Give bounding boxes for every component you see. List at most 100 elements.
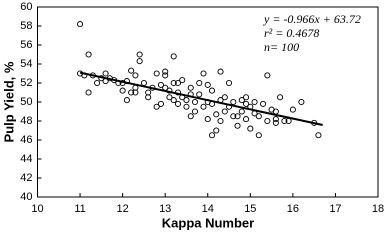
point [179,77,186,84]
x-tick-label: 10 [31,203,43,215]
point [102,70,109,77]
point [255,132,262,139]
point [200,103,207,110]
point [157,100,164,107]
y-axis-label: Pulp Yield, % [1,61,16,142]
y-tick-label: 60 [20,1,32,13]
x-axis-label: Kappa Number [162,215,254,230]
point [260,100,267,107]
point [264,117,271,125]
point [153,70,160,77]
point [208,132,216,139]
point [166,94,173,101]
point [217,117,224,125]
point [170,53,177,60]
point [221,108,228,115]
point [204,81,211,88]
point [255,113,262,120]
x-tick-label: 12 [117,203,129,215]
y-tick-label: 40 [20,191,32,203]
point [225,79,233,87]
point [230,98,237,106]
point [136,58,143,65]
y-tick-label: 42 [20,172,32,184]
point [85,89,92,96]
point [230,113,237,120]
point [251,98,258,106]
point [157,81,164,88]
point [213,127,220,134]
point [264,72,271,79]
y-tick-label: 52 [20,77,32,89]
point [170,79,177,87]
y-tick-label: 44 [20,153,32,165]
point [272,119,279,126]
point [238,108,245,115]
annotation: r² = 0.4678 [264,26,319,40]
point [145,89,152,96]
x-tick-label: 15 [244,203,256,215]
point [243,94,250,101]
x-tick-label: 16 [287,203,299,215]
point [174,79,182,87]
x-tick-label: 18 [372,203,384,215]
point [187,84,194,91]
point [128,89,135,96]
point [234,122,241,129]
point [238,97,245,104]
point [136,51,143,58]
point [132,72,139,79]
y-tick-label: 56 [20,39,32,51]
x-tick-label: 11 [74,203,85,215]
point [153,103,160,110]
trend-line [79,71,323,126]
point [191,98,199,106]
point [204,116,211,123]
point [162,68,169,75]
point [243,100,250,107]
point [128,67,135,74]
y-tick-label: 48 [20,115,32,127]
point [123,97,130,104]
y-tick-label: 46 [20,134,32,146]
point [170,97,177,104]
point [315,132,322,139]
x-tick-label: 17 [329,203,341,215]
point [162,84,169,91]
point [217,68,224,75]
point [298,98,305,106]
point [272,108,279,115]
point [221,94,228,101]
point [77,21,84,28]
point [272,116,279,123]
x-tick-label: 14 [202,203,214,215]
point [94,79,101,87]
point [196,91,203,98]
point [213,111,220,118]
point [234,113,241,120]
point [119,87,126,94]
point [183,97,190,104]
y-tick-label: 58 [20,20,32,32]
point [196,79,203,87]
point [289,106,296,113]
point [200,70,207,77]
point [191,108,199,115]
x-tick-label: 13 [159,203,171,215]
point [277,94,284,101]
y-tick-label: 50 [20,96,32,108]
point [174,100,182,107]
point [85,51,92,58]
point [243,116,250,123]
point [247,125,254,132]
annotation: y = -0.966x + 63.72 [263,12,361,26]
point [187,113,194,120]
y-tick-label: 54 [20,58,32,70]
point [162,72,169,79]
annotation: n= 100 [264,40,299,54]
plot-frame [37,6,379,198]
point [183,103,190,110]
point [208,87,216,94]
point [140,79,147,87]
chart: Kappa Number Pulp Yield, % y = -0.966x +… [1,1,384,231]
